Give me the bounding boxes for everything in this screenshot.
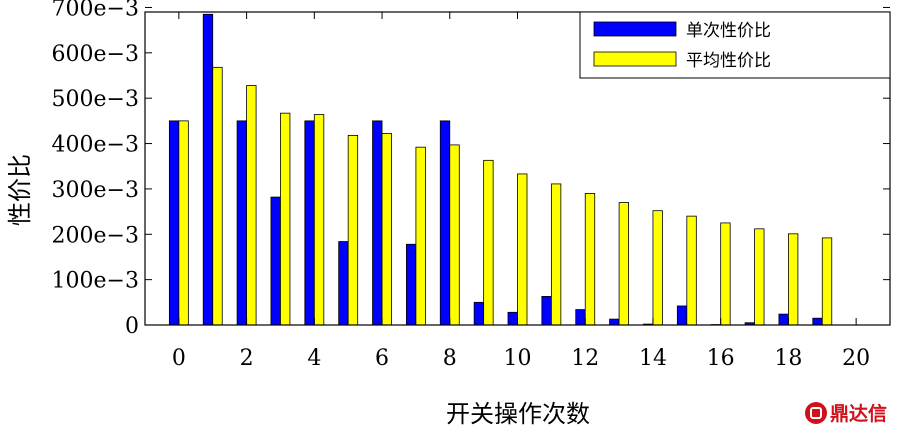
watermark: 鼎达信 <box>804 399 887 426</box>
y-tick-label-0: 0 <box>125 314 139 339</box>
bar-average-12 <box>584 193 596 326</box>
x-tick-label-16: 16 <box>707 346 735 371</box>
bar-single-11 <box>541 296 552 326</box>
bar-single-13 <box>609 318 620 326</box>
bar-single-10 <box>507 311 518 326</box>
x-tick-label-2: 2 <box>240 346 254 371</box>
x-tick-label-4: 4 <box>307 346 321 371</box>
brand-logo-icon <box>804 401 827 424</box>
x-tick-label-8: 8 <box>443 346 457 371</box>
y-tick-label-600: 600e−3 <box>52 42 139 67</box>
y-tick-label-400: 400e−3 <box>52 133 139 158</box>
bar-average-5 <box>347 134 359 326</box>
bar-single-15 <box>676 305 688 326</box>
legend-swatch-1 <box>593 51 677 67</box>
axes-group: 0 100e−3 200e−3 300e−3 400e−3 500e−3 600e−3 700… <box>52 0 891 371</box>
y-tick-label-100: 100e−3 <box>52 269 139 294</box>
bar-single-6 <box>372 120 383 326</box>
bar-average-15 <box>686 215 697 326</box>
bar-average-11 <box>550 183 562 326</box>
x-tick-label-18: 18 <box>774 346 802 371</box>
bar-average-13 <box>618 202 629 326</box>
x-tick-label-14: 14 <box>639 346 667 371</box>
bar-average-4 <box>313 114 325 326</box>
bar-single-4 <box>304 120 315 326</box>
bar-single-12 <box>575 309 586 326</box>
bar-average-17 <box>754 228 765 326</box>
bar-average-8 <box>449 144 460 326</box>
bar-average-7 <box>415 146 426 326</box>
y-tick-label-200: 200e−3 <box>52 223 139 248</box>
bar-average-18 <box>788 233 799 326</box>
legend-label-0: 单次性价比 <box>686 21 771 41</box>
bar-single-9 <box>473 301 485 326</box>
x-tick-label-10: 10 <box>504 346 532 371</box>
bar-average-9 <box>483 159 494 326</box>
bar-average-16 <box>720 222 731 326</box>
bars-group <box>168 13 833 326</box>
x-tick-label-20: 20 <box>842 346 870 371</box>
y-tick-label-700: 700e−3 <box>52 0 139 21</box>
legend-label-1: 平均性价比 <box>686 51 771 71</box>
y-tick-label-300: 300e−3 <box>52 178 139 203</box>
bar-average-0 <box>178 120 189 326</box>
y-tick-label-500: 500e−3 <box>52 87 139 112</box>
bar-single-5 <box>338 241 349 326</box>
bar-average-1 <box>212 66 223 326</box>
x-tick-label-6: 6 <box>375 346 389 371</box>
bar-average-6 <box>381 133 392 326</box>
bar-single-1 <box>202 13 214 326</box>
bar-single-7 <box>406 243 417 326</box>
bar-average-19 <box>821 237 833 326</box>
x-tick-label-0: 0 <box>172 346 186 371</box>
bar-single-3 <box>270 196 281 326</box>
bar-average-10 <box>517 173 528 326</box>
bar-single-2 <box>236 120 247 326</box>
bar-average-2 <box>246 85 257 326</box>
watermark-text: 鼎达信 <box>829 403 887 425</box>
bar-single-18 <box>778 313 789 326</box>
bar-average-14 <box>652 210 663 326</box>
bar-single-8 <box>439 120 451 326</box>
bar-single-0 <box>168 120 180 326</box>
x-tick-label-12: 12 <box>571 346 599 371</box>
bar-average-3 <box>280 112 291 326</box>
y-axis-title: 性价比 <box>6 154 34 226</box>
legend-swatch-0 <box>593 21 677 37</box>
x-axis-title: 开关操作次数 <box>446 400 590 428</box>
bar-single-19 <box>812 317 823 326</box>
